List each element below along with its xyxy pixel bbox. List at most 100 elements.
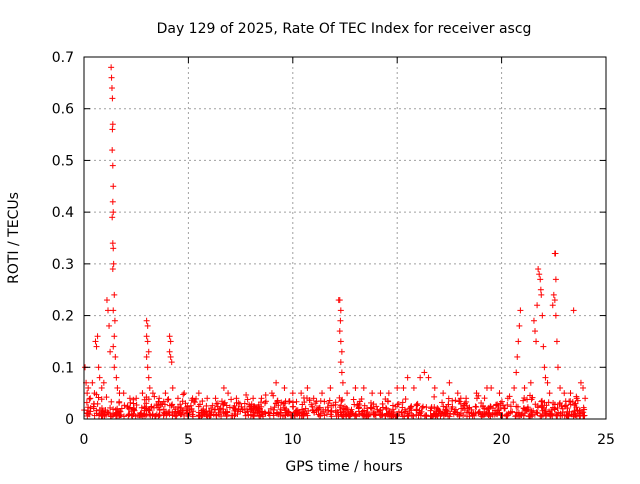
data-point <box>545 399 552 406</box>
data-point <box>538 397 545 404</box>
data-point <box>370 401 377 408</box>
data-point <box>100 379 107 386</box>
data-point <box>324 404 331 411</box>
data-point <box>419 404 426 411</box>
data-point <box>556 399 563 406</box>
data-point <box>179 398 186 405</box>
data-point <box>581 406 588 413</box>
data-point <box>110 260 117 267</box>
data-point <box>138 404 145 411</box>
data-point <box>109 95 116 102</box>
data-point <box>242 412 249 419</box>
data-point <box>277 406 284 413</box>
y-tick-label: 0.6 <box>52 102 74 118</box>
data-point <box>364 405 371 412</box>
data-point <box>110 307 117 314</box>
data-point <box>540 343 547 350</box>
data-point <box>110 343 117 350</box>
data-point <box>389 406 396 413</box>
data-point <box>337 359 344 366</box>
data-point <box>404 413 411 420</box>
y-tick-label: 0.5 <box>52 153 74 169</box>
data-point <box>480 402 487 409</box>
data-point <box>544 379 551 386</box>
data-point <box>439 399 446 406</box>
data-point <box>341 409 348 416</box>
data-point <box>457 410 464 417</box>
data-point <box>446 379 453 386</box>
data-point <box>280 400 287 407</box>
data-point <box>118 412 125 419</box>
data-point <box>570 307 577 314</box>
data-point <box>184 412 191 419</box>
data-point <box>350 396 357 403</box>
data-point <box>404 374 411 381</box>
data-point <box>195 403 202 410</box>
data-point <box>278 409 285 416</box>
data-point <box>561 412 568 419</box>
data-point <box>111 317 118 324</box>
data-point <box>166 333 173 340</box>
data-point <box>184 410 191 417</box>
data-point <box>566 408 573 415</box>
data-point <box>452 397 459 404</box>
data-point <box>539 312 546 319</box>
data-point <box>537 286 544 293</box>
data-point <box>148 403 155 410</box>
data-point <box>125 405 132 412</box>
data-point <box>220 384 227 391</box>
data-point <box>336 297 343 304</box>
data-point <box>383 410 390 417</box>
data-point <box>507 403 514 410</box>
data-point <box>126 395 133 402</box>
data-point <box>89 379 96 386</box>
data-point <box>149 390 156 397</box>
data-point <box>190 408 197 415</box>
data-point <box>105 307 112 314</box>
data-point <box>551 401 558 408</box>
data-point <box>431 393 438 400</box>
data-point <box>530 317 537 324</box>
data-point <box>111 291 118 298</box>
data-point <box>169 384 176 391</box>
data-point <box>364 409 371 416</box>
data-point <box>390 409 397 416</box>
data-point <box>503 413 510 420</box>
data-point <box>557 410 564 417</box>
data-point <box>113 411 120 418</box>
data-point <box>104 409 111 416</box>
data-point <box>202 409 209 416</box>
data-point <box>327 408 334 415</box>
data-point <box>524 396 531 403</box>
data-point <box>200 406 207 413</box>
data-point <box>472 403 479 410</box>
y-tick-label: 0.2 <box>52 309 74 325</box>
data-point <box>444 408 451 415</box>
data-point <box>199 398 206 405</box>
data-point <box>456 398 463 405</box>
data-point <box>577 379 584 386</box>
data-point <box>317 412 324 419</box>
data-point <box>103 297 110 304</box>
data-point <box>566 398 573 405</box>
data-point <box>108 398 115 405</box>
data-point <box>541 364 548 371</box>
data-point <box>549 302 556 309</box>
data-point <box>85 384 92 391</box>
data-point <box>109 126 116 133</box>
data-point <box>552 276 559 283</box>
data-point <box>488 384 495 391</box>
data-point <box>168 359 175 366</box>
data-point <box>510 399 517 406</box>
data-point <box>228 412 235 419</box>
data-point <box>445 401 452 408</box>
data-point <box>402 408 409 415</box>
data-point <box>262 400 269 407</box>
y-tick-label: 0.3 <box>52 257 74 273</box>
data-point <box>520 397 527 404</box>
data-point <box>475 409 482 416</box>
data-point <box>98 396 105 403</box>
data-point <box>532 401 539 408</box>
data-point <box>146 384 153 391</box>
